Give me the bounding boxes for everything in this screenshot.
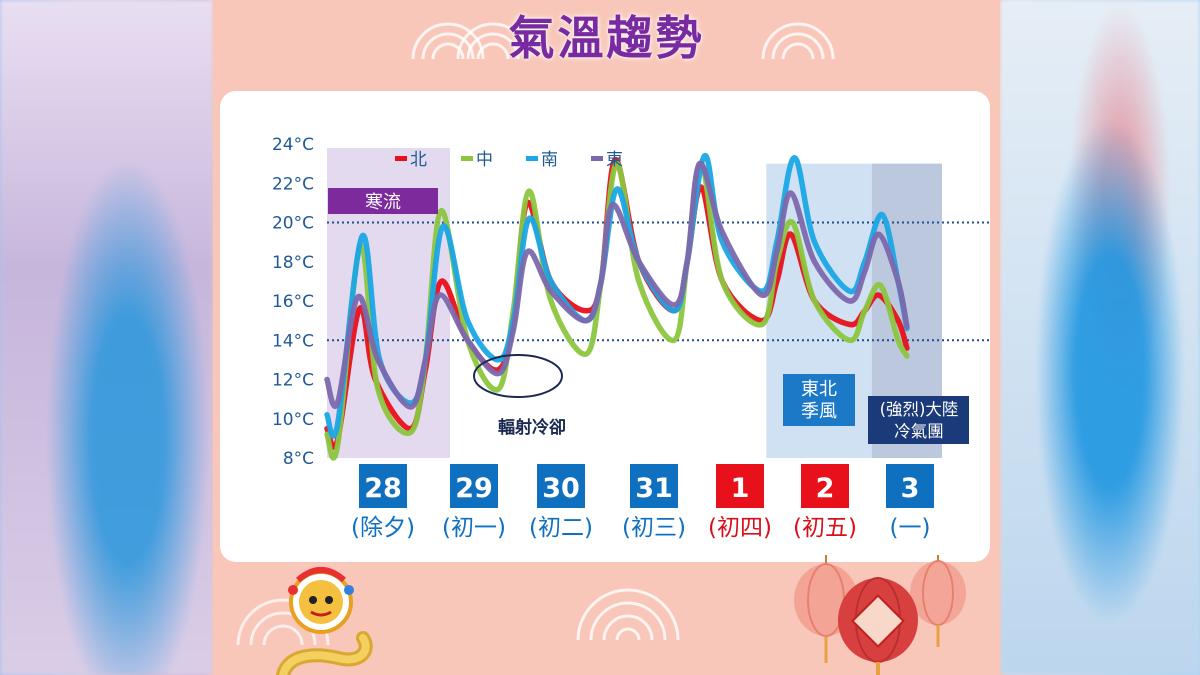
legend-swatch-central <box>461 156 473 161</box>
day-lunar: (除夕) <box>351 515 415 541</box>
y-tick-label: 8°C <box>283 449 314 469</box>
y-tick-label: 24°C <box>272 135 314 155</box>
region-label-continental: 冷氣團 <box>894 422 944 441</box>
legend-label: 南 <box>541 150 558 170</box>
region-label-cold-wave: 寒流 <box>365 192 401 213</box>
day-date: 1 <box>731 473 750 504</box>
legend-swatch-south <box>526 156 538 161</box>
region-label-continental: (強烈)大陸 <box>880 400 959 419</box>
day-lunar: (初二) <box>529 515 593 541</box>
legend-label: 東 <box>606 150 623 170</box>
lantern-icon <box>794 555 966 675</box>
chart-card: 8°C 10°C 12°C 14°C 16°C 18°C 20°C 22°C 24°C 北 中 南 東寒… <box>220 91 990 562</box>
region-label-monsoon: 東北 <box>801 379 837 400</box>
day-date: 30 <box>542 473 580 504</box>
legend-item-south: 南 <box>526 150 558 170</box>
lion-dance-snake-icon <box>276 567 373 675</box>
day-label-30: 30 (初二) <box>529 464 593 541</box>
day-box <box>801 464 849 508</box>
y-tick-label: 10°C <box>272 410 314 430</box>
wave-pattern-icon <box>456 22 530 60</box>
day-lunar: (一) <box>890 515 931 541</box>
region-label-box <box>328 188 438 214</box>
legend-item-central: 中 <box>461 150 493 170</box>
day-box <box>537 464 585 508</box>
annotation-label: 輻射冷卻 <box>498 417 566 438</box>
region-label-box <box>783 374 855 426</box>
weather-poster: 氣溫趨勢 8°C 10°C 12°C 14°C 16°C 18°C 20°C 22°C 24°C… <box>213 0 1000 675</box>
legend-label: 北 <box>410 150 427 170</box>
region-label-monsoon: 季風 <box>801 401 837 422</box>
day-box <box>450 464 498 508</box>
y-tick-label: 18°C <box>272 253 314 273</box>
right-blurred-background <box>1000 0 1200 675</box>
day-box <box>359 464 407 508</box>
legend-item-east: 東 <box>591 150 623 170</box>
page-title: 氣溫趨勢 <box>508 11 705 65</box>
y-tick-label: 20°C <box>272 214 314 234</box>
day-label-3: 3 (一) <box>886 464 934 541</box>
day-date: 28 <box>364 473 402 504</box>
legend-label: 中 <box>476 150 493 170</box>
series-line-east <box>324 160 910 410</box>
day-date: 2 <box>816 473 835 504</box>
day-label-28: 28 (除夕) <box>351 464 415 541</box>
day-box <box>716 464 764 508</box>
day-label-29: 29 (初一) <box>442 464 506 541</box>
temperature-chart: 8°C 10°C 12°C 14°C 16°C 18°C 20°C 22°C 24°C 北 中 南 東寒… <box>272 135 990 541</box>
region-label-box <box>868 396 969 444</box>
day-label-2: 2 (初五) <box>793 464 857 541</box>
legend-swatch-east <box>591 156 603 161</box>
day-lunar: (初五) <box>793 515 857 541</box>
day-box <box>886 464 934 508</box>
y-tick-label: 14°C <box>272 331 314 351</box>
legend-swatch-north <box>395 156 407 161</box>
day-lunar: (初三) <box>622 515 686 541</box>
y-tick-label: 12°C <box>272 371 314 391</box>
day-label-31: 31 (初三) <box>622 464 686 541</box>
y-tick-label: 16°C <box>272 292 314 312</box>
y-tick-label: 22°C <box>272 174 314 194</box>
left-blurred-background <box>0 0 213 675</box>
wave-pattern-icon <box>576 588 680 641</box>
day-date: 29 <box>455 473 493 504</box>
day-box <box>630 464 678 508</box>
legend-item-north: 北 <box>395 150 427 170</box>
day-label-1: 1 (初四) <box>708 464 772 541</box>
day-lunar: (初四) <box>708 515 772 541</box>
day-lunar: (初一) <box>442 515 506 541</box>
day-date: 31 <box>635 473 673 504</box>
wave-pattern-icon <box>761 22 835 60</box>
annotation-ellipse <box>473 354 563 398</box>
day-date: 3 <box>901 473 920 504</box>
